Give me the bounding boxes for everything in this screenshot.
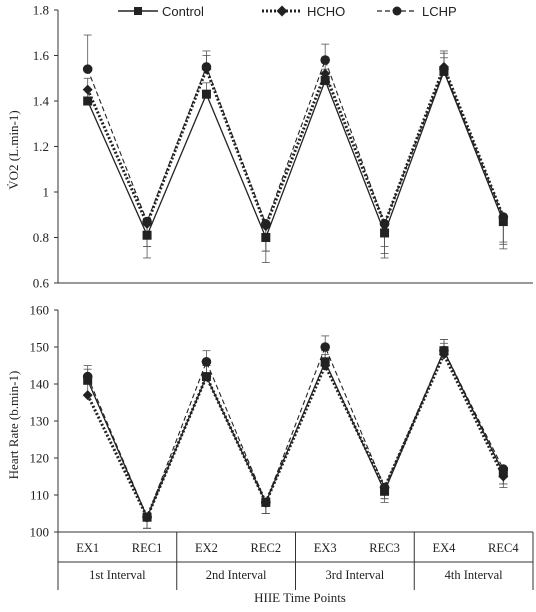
vo2-y-tick-label: 1.4 [33, 94, 50, 109]
legend-item-control: Control [118, 4, 204, 19]
heart-rate-y-tick-label: 160 [30, 303, 50, 318]
heart-rate-point-hcho [201, 371, 212, 382]
legend-label-hcho: HCHO [307, 4, 345, 19]
legend: Control HCHO LCHP [118, 4, 457, 19]
heart-rate-point-hcho [320, 360, 331, 371]
heart-rate-y-tick-label: 130 [30, 414, 50, 429]
heart-rate-point-lchp [201, 357, 212, 367]
heart-rate-point-lchp [439, 345, 449, 356]
vo2-point-hcho [320, 68, 331, 79]
x-group-label: 1st Interval [89, 568, 146, 582]
heart-rate-point-lchp [498, 464, 509, 474]
x-tick-label: REC1 [132, 541, 163, 555]
x-axis-title: HIIE Time Points [254, 590, 346, 605]
vo2-point-control [83, 96, 93, 106]
vo2-y-tick-label: 1.8 [33, 3, 49, 18]
vo2-y-tick-label: 1.2 [33, 139, 49, 154]
legend-label-control: Control [162, 4, 204, 19]
heart-rate-point-hcho [82, 390, 93, 401]
vo2-y-tick-label: 1 [43, 185, 50, 200]
vo2-panel: V̇O2 (L.min-1) 0.6 0.8 1 1.2 1.4 1.6 1.8 [6, 3, 533, 291]
heart-rate-panel: Heart Rate (b.min-1) 100 110 120 130 140 150 1… [6, 303, 509, 540]
heart-rate-line-control [87, 349, 504, 519]
vo2-point-lchp [142, 216, 152, 227]
vo2-y-tick-label: 0.6 [33, 276, 50, 291]
vo2-y-tick-label: 0.8 [33, 230, 49, 245]
heart-rate-point-lchp [82, 371, 93, 382]
vo2-point-control [201, 89, 211, 99]
vo2-point-control [261, 233, 271, 242]
heart-rate-y-tick-label: 150 [30, 340, 50, 355]
heart-rate-y-tick-label: 100 [30, 525, 50, 540]
vo2-line-control [87, 69, 504, 240]
heart-rate-y-tick-label: 140 [30, 377, 50, 392]
x-tick-label: EX4 [432, 541, 456, 555]
x-tick-label: EX2 [195, 541, 218, 555]
x-group-label: 2nd Interval [206, 568, 267, 582]
vo2-line-lchp [87, 58, 504, 226]
x-tick-label: REC2 [251, 541, 282, 555]
vo2-point-lchp [261, 219, 271, 229]
y-axis-label-vo2: V̇O2 (L.min-1) [6, 110, 21, 189]
heart-rate-line-lchp [87, 345, 504, 519]
heart-rate-point-lchp [261, 497, 271, 508]
vo2-point-lchp [82, 64, 93, 74]
x-group-label: 3rd Interval [326, 568, 385, 582]
heart-rate-y-tick-label: 110 [30, 488, 49, 503]
vo2-point-hcho [82, 84, 93, 95]
vo2-line-hcho [86, 62, 505, 231]
x-tick-label: REC4 [488, 541, 519, 555]
vo2-point-lchp [320, 55, 330, 65]
heart-rate-point-lchp [320, 342, 330, 352]
x-tick-label: EX1 [76, 541, 99, 555]
y-axis-label-heart-rate: Heart Rate (b.min-1) [6, 371, 21, 480]
vo2-point-control [142, 230, 152, 240]
vo2-point-lchp [439, 64, 449, 74]
heart-rate-point-lchp [142, 512, 152, 522]
legend-item-lchp: LCHP [377, 4, 457, 19]
legend-item-hcho: HCHO [262, 4, 345, 19]
vo2-point-control [320, 76, 330, 86]
heart-rate-line-hcho [86, 350, 505, 521]
vo2-point-lchp [201, 62, 212, 72]
legend-label-lchp: LCHP [422, 4, 457, 19]
vo2-point-control [380, 228, 390, 238]
x-axis: EX1 REC1 EX2 REC2 EX3 REC3 EX4 REC4 1st Interval… [57, 531, 534, 590]
vo2-point-lchp [498, 212, 509, 222]
vo2-point-lchp [379, 219, 390, 229]
heart-rate-point-lchp [379, 482, 390, 493]
x-group-label: 4th Interval [445, 568, 503, 582]
x-tick-label: EX3 [314, 541, 337, 555]
vo2-y-tick-label: 1.6 [33, 48, 50, 63]
x-tick-label: REC3 [369, 541, 400, 555]
heart-rate-point-hcho [498, 471, 509, 482]
heart-rate-y-tick-label: 120 [30, 451, 50, 466]
